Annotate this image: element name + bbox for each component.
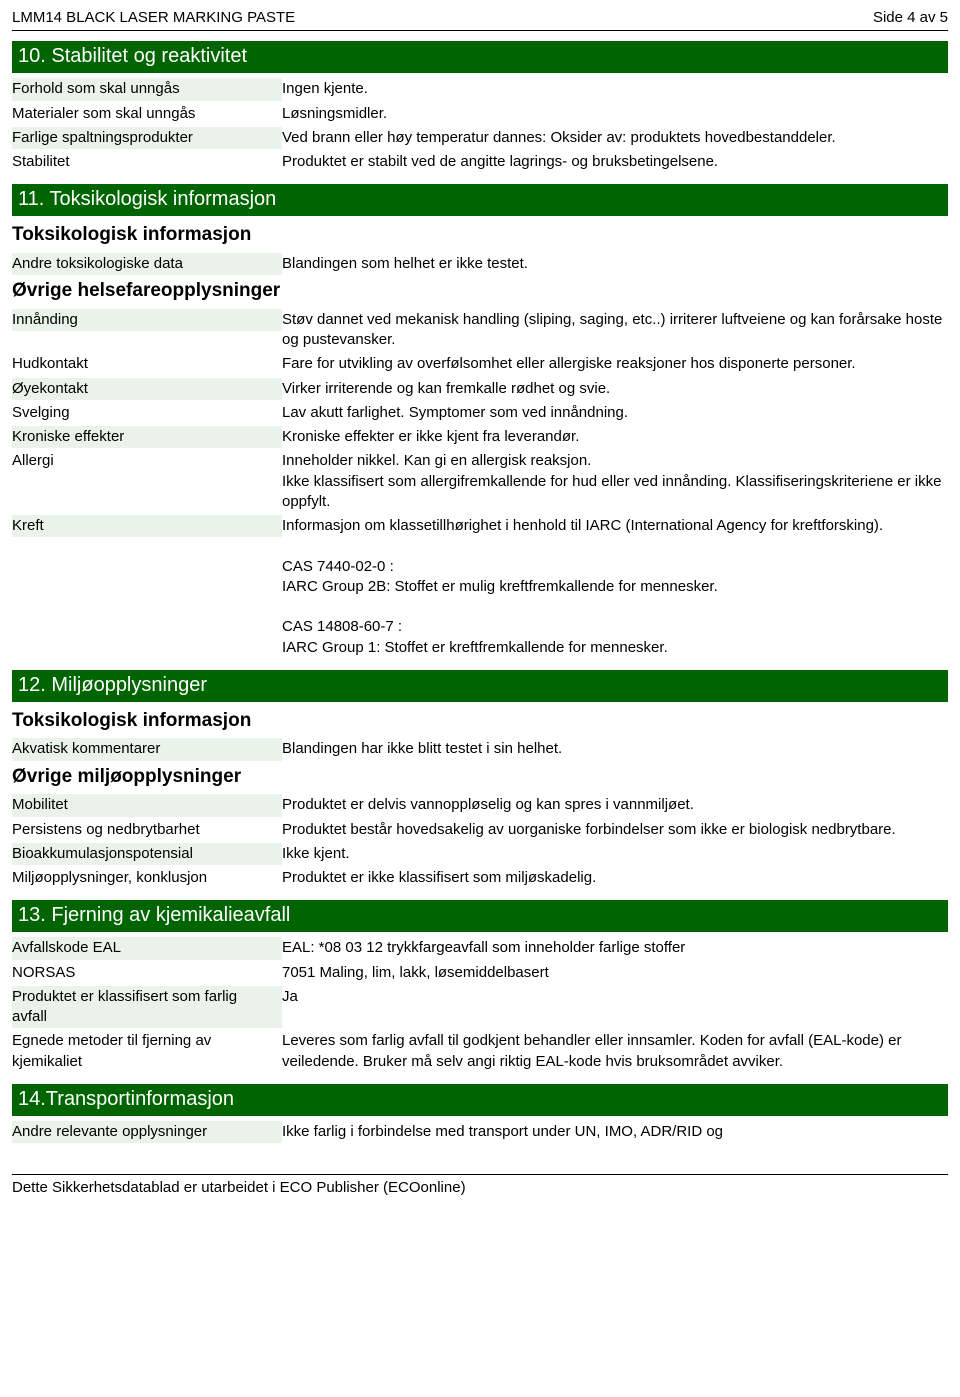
row-value: Kroniske effekter er ikke kjent fra leve…: [282, 426, 948, 448]
section-12-rows1: Akvatisk kommentarer Blandingen har ikke…: [12, 737, 948, 761]
row-value: Produktet er ikke klassifisert som miljø…: [282, 867, 948, 889]
row-value: Fare for utvikling av overfølsomhet elle…: [282, 353, 948, 375]
row-value: Blandingen har ikke blitt testet i sin h…: [282, 738, 948, 760]
section-12-sub2: Øvrige miljøopplysninger: [12, 762, 948, 794]
row-label: Akvatisk kommentarer: [12, 738, 282, 760]
row-label: Forhold som skal unngås: [12, 78, 282, 100]
row-value: Blandingen som helhet er ikke testet.: [282, 253, 948, 275]
row-value: Produktet er stabilt ved de angitte lagr…: [282, 151, 948, 173]
row-label: Farlige spaltningsprodukter: [12, 127, 282, 149]
section-12-sub1: Toksikologisk informasjon: [12, 706, 948, 738]
row-value: Ja: [282, 986, 948, 1008]
row-label: NORSAS: [12, 962, 282, 984]
row-label: Produktet er klassifisert som farlig avf…: [12, 986, 282, 1029]
row-value: Produktet består hovedsakelig av uorgani…: [282, 819, 948, 841]
row-label: Svelging: [12, 402, 282, 424]
row-label: Andre relevante opplysninger: [12, 1121, 282, 1143]
row-label: Hudkontakt: [12, 353, 282, 375]
table-row: Materialer som skal unngås Løsningsmidle…: [12, 102, 948, 126]
row-value: 7051 Maling, lim, lakk, løsemiddelbasert: [282, 962, 948, 984]
section-12-title: 12. Miljøopplysninger: [12, 670, 948, 702]
table-row: Andre toksikologiske data Blandingen som…: [12, 252, 948, 276]
table-row: Mobilitet Produktet er delvis vannoppløs…: [12, 793, 948, 817]
section-10-title: 10. Stabilitet og reaktivitet: [12, 41, 948, 73]
row-value: Virker irriterende og kan fremkalle rødh…: [282, 378, 948, 400]
row-label: Miljøopplysninger, konklusjon: [12, 867, 282, 889]
table-row: Akvatisk kommentarer Blandingen har ikke…: [12, 737, 948, 761]
section-11-title: 11. Toksikologisk informasjon: [12, 184, 948, 216]
row-value: Ikke kjent.: [282, 843, 948, 865]
row-label: Andre toksikologiske data: [12, 253, 282, 275]
section-11-sub2: Øvrige helsefareopplysninger: [12, 276, 948, 308]
section-13-rows: Avfallskode EAL EAL: *08 03 12 trykkfarg…: [12, 936, 948, 1074]
table-row: Egnede metoder til fjerning av kjemikali…: [12, 1029, 948, 1074]
section-11-rows2: Innånding Støv dannet ved mekanisk handl…: [12, 308, 948, 660]
table-row: Allergi Inneholder nikkel. Kan gi en all…: [12, 449, 948, 514]
table-row: Produktet er klassifisert som farlig avf…: [12, 985, 948, 1030]
table-row: Miljøopplysninger, konklusjon Produktet …: [12, 866, 948, 890]
row-value: Støv dannet ved mekanisk handling (slipi…: [282, 309, 948, 352]
row-label: Stabilitet: [12, 151, 282, 173]
table-row: Innånding Støv dannet ved mekanisk handl…: [12, 308, 948, 353]
table-row: Kroniske effekter Kroniske effekter er i…: [12, 425, 948, 449]
table-row: Øyekontakt Virker irriterende og kan fre…: [12, 377, 948, 401]
page-number: Side 4 av 5: [873, 8, 948, 28]
row-label: Kroniske effekter: [12, 426, 282, 448]
row-label: Innånding: [12, 309, 282, 331]
table-row: Persistens og nedbrytbarhet Produktet be…: [12, 818, 948, 842]
table-row: NORSAS 7051 Maling, lim, lakk, løsemidde…: [12, 961, 948, 985]
section-12-rows2: Mobilitet Produktet er delvis vannoppløs…: [12, 793, 948, 890]
section-10-rows: Forhold som skal unngås Ingen kjente. Ma…: [12, 77, 948, 174]
section-11-rows1: Andre toksikologiske data Blandingen som…: [12, 252, 948, 276]
row-value: Ingen kjente.: [282, 78, 948, 100]
row-label: Kreft: [12, 515, 282, 537]
row-value: Leveres som farlig avfall til godkjent b…: [282, 1030, 948, 1073]
row-label: Avfallskode EAL: [12, 937, 282, 959]
section-14-title: 14.Transportinformasjon: [12, 1084, 948, 1116]
row-label: Allergi: [12, 450, 282, 472]
table-row: Bioakkumulasjonspotensial Ikke kjent.: [12, 842, 948, 866]
table-row: Farlige spaltningsprodukter Ved brann el…: [12, 126, 948, 150]
product-name: LMM14 BLACK LASER MARKING PASTE: [12, 8, 295, 28]
row-label: Materialer som skal unngås: [12, 103, 282, 125]
table-row: Svelging Lav akutt farlighet. Symptomer …: [12, 401, 948, 425]
row-value: EAL: *08 03 12 trykkfargeavfall som inne…: [282, 937, 948, 959]
row-label: Bioakkumulasjonspotensial: [12, 843, 282, 865]
row-label: Persistens og nedbrytbarhet: [12, 819, 282, 841]
row-value: Produktet er delvis vannoppløselig og ka…: [282, 794, 948, 816]
row-label: Egnede metoder til fjerning av kjemikali…: [12, 1030, 282, 1073]
row-value: Ikke farlig i forbindelse med transport …: [282, 1121, 948, 1143]
row-value: Lav akutt farlighet. Symptomer som ved i…: [282, 402, 948, 424]
row-value: Løsningsmidler.: [282, 103, 948, 125]
table-row: Hudkontakt Fare for utvikling av overføl…: [12, 352, 948, 376]
row-label: Øyekontakt: [12, 378, 282, 400]
page-header: LMM14 BLACK LASER MARKING PASTE Side 4 a…: [12, 8, 948, 31]
table-row: Andre relevante opplysninger Ikke farlig…: [12, 1120, 948, 1144]
section-11-sub1: Toksikologisk informasjon: [12, 220, 948, 252]
section-14-rows: Andre relevante opplysninger Ikke farlig…: [12, 1120, 948, 1144]
table-row: Kreft Informasjon om klassetillhørighet …: [12, 514, 948, 660]
row-value: Informasjon om klassetillhørighet i henh…: [282, 515, 948, 659]
sds-page: LMM14 BLACK LASER MARKING PASTE Side 4 a…: [0, 0, 960, 1210]
page-footer: Dette Sikkerhetsdatablad er utarbeidet i…: [12, 1174, 948, 1198]
row-value: Ved brann eller høy temperatur dannes: O…: [282, 127, 948, 149]
table-row: Forhold som skal unngås Ingen kjente.: [12, 77, 948, 101]
row-label: Mobilitet: [12, 794, 282, 816]
table-row: Avfallskode EAL EAL: *08 03 12 trykkfarg…: [12, 936, 948, 960]
row-value: Inneholder nikkel. Kan gi en allergisk r…: [282, 450, 948, 513]
table-row: Stabilitet Produktet er stabilt ved de a…: [12, 150, 948, 174]
section-13-title: 13. Fjerning av kjemikalieavfall: [12, 900, 948, 932]
